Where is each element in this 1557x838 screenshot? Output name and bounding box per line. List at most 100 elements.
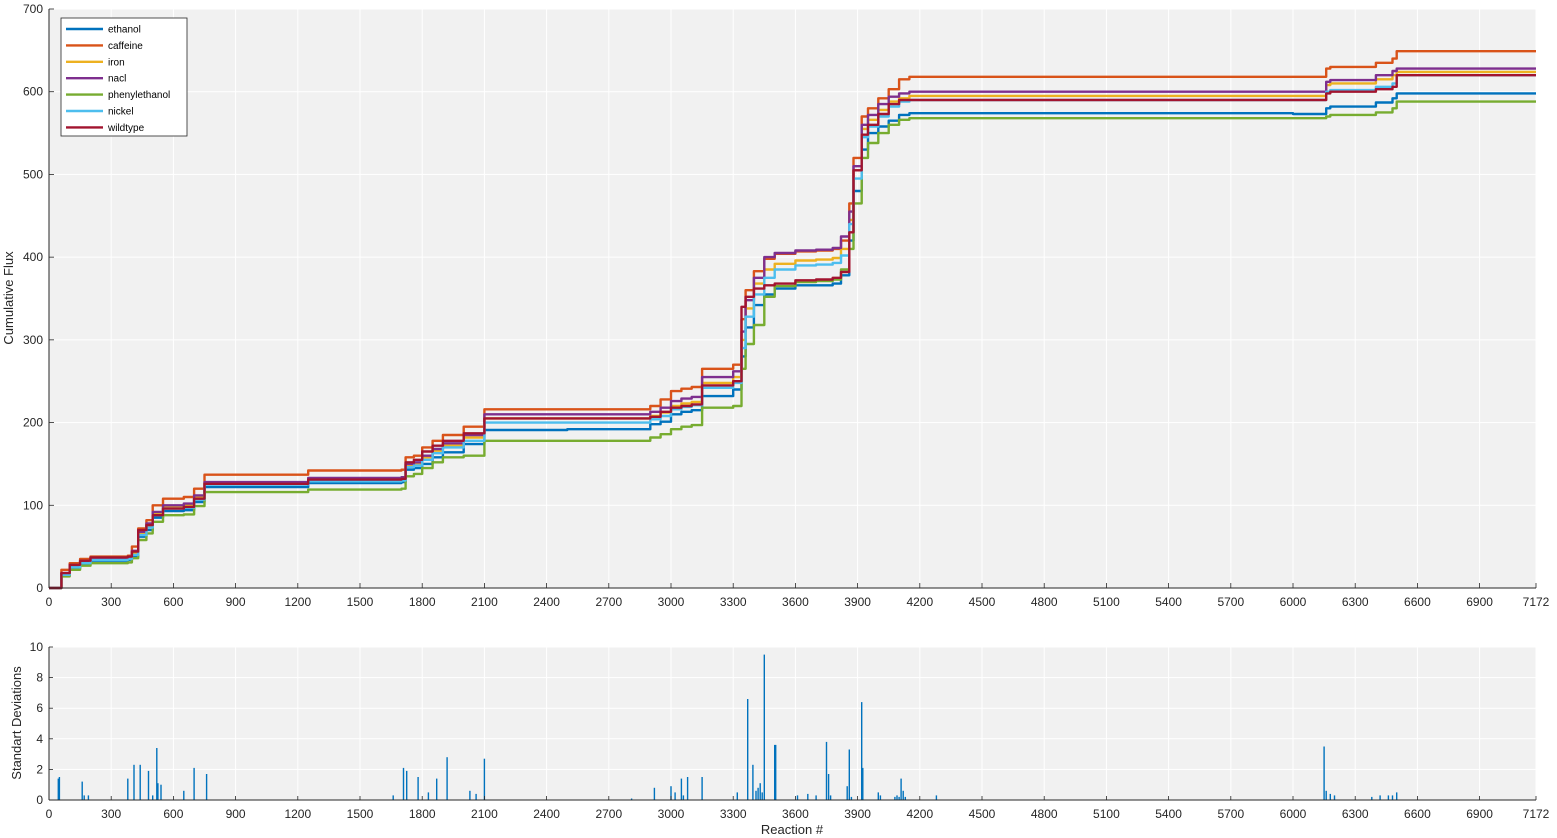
standard-deviation-ticks: 0 300 600 900 1200 1500 1800 2100 2400 2700 3000 33… [30,640,1550,821]
x-tick-label: 6300 [1342,807,1369,821]
std-dev-bar [1391,795,1394,800]
x-tick-label: 6000 [1280,595,1307,609]
std-dev-bar [829,795,832,800]
std-dev-bar [436,778,438,800]
x-tick-label: 5700 [1217,807,1244,821]
y-tick-label: 8 [36,671,43,685]
std-dev-bar [755,790,757,800]
std-dev-bar [902,790,904,800]
x-tick-label: 5100 [1093,807,1120,821]
x-tick-label: 6600 [1404,595,1431,609]
y-tick-label: 200 [23,416,43,430]
std-dev-bar [935,795,938,800]
std-dev-bar [701,777,703,800]
standard-deviation-x-label: Reaction # [761,822,824,837]
y-tick-label: 500 [23,167,43,181]
std-dev-bar [205,774,208,800]
std-dev-bar [674,792,676,800]
cumulative-flux-lines [49,50,1536,590]
std-dev-bar [894,796,896,800]
std-dev-bar [139,764,141,800]
std-dev-bar [193,767,195,800]
std-dev-bar [861,702,863,800]
x-tick-label: 900 [226,595,246,609]
x-tick-label: 7172 [1523,807,1550,821]
legend-label-iron: iron [108,57,125,68]
std-dev-bar [761,792,763,800]
legend-label-nacl: nacl [108,74,126,85]
x-tick-label: 4500 [969,595,996,609]
std-dev-bar [427,792,430,800]
x-tick-label: 6600 [1404,807,1431,821]
std-dev-bar [807,793,809,800]
std-dev-bar [127,778,129,800]
x-tick-label: 1800 [409,595,436,609]
std-dev-bar [183,790,185,800]
y-tick-label: 400 [23,250,43,264]
std-dev-bar [877,792,879,800]
std-dev-bar [774,744,776,800]
x-tick-label: 5400 [1155,595,1182,609]
x-tick-label: 6000 [1280,807,1307,821]
x-tick-label: 1200 [284,807,311,821]
std-dev-bar [759,783,761,800]
x-tick-label: 300 [101,595,121,609]
std-dev-bar [686,777,689,800]
std-dev-bar [757,787,759,800]
std-dev-bar [483,758,486,800]
series-line-wildtype [49,74,1536,590]
std-dev-bar [147,770,150,800]
x-tick-label: 900 [226,807,246,821]
standard-deviation-grid [49,646,1537,800]
y-tick-label: 600 [23,85,43,99]
x-tick-label: 1200 [284,595,311,609]
x-tick-label: 4200 [906,595,933,609]
std-dev-bar [392,795,394,800]
x-tick-label: 3300 [720,595,747,609]
std-dev-bar [653,787,656,800]
std-dev-bar [87,795,90,800]
legend-label-phenylethanol: phenylethanol [108,90,170,101]
x-tick-label: 3300 [720,807,747,821]
std-dev-bar [825,741,828,800]
std-dev-bar [83,795,85,800]
legend-label-wildtype: wildtype [107,123,145,134]
x-tick-label: 5400 [1155,807,1182,821]
x-tick-label: 7172 [1523,595,1550,609]
std-dev-bar [827,774,830,800]
x-tick-label: 4200 [906,807,933,821]
std-dev-bar [1371,796,1373,800]
standard-deviation-y-label: Standart Deviations [9,666,24,780]
x-tick-label: 6900 [1466,807,1493,821]
std-dev-bar [898,796,900,800]
std-dev-bar [796,795,799,800]
x-tick-label: 4800 [1031,807,1058,821]
x-tick-label: 2700 [595,595,622,609]
x-tick-label: 5100 [1093,595,1120,609]
std-dev-bar [1379,795,1381,800]
std-dev-bar [680,778,683,800]
standard-deviation-plot-area [49,647,1536,800]
y-tick-label: 2 [36,762,43,776]
y-tick-label: 700 [23,2,43,16]
std-dev-bar [58,777,61,800]
std-dev-bar [1387,795,1390,800]
x-tick-label: 1500 [347,595,374,609]
std-dev-bar [1323,746,1325,800]
series-line-caffeine [49,50,1536,590]
std-dev-bar [763,654,765,800]
std-dev-bar [475,793,477,800]
x-tick-label: 4500 [969,807,996,821]
y-tick-label: 4 [36,732,43,746]
std-dev-bar [156,748,158,800]
legend-label-nickel: nickel [108,107,134,118]
std-dev-bar [896,795,898,800]
std-dev-bar [879,795,882,800]
y-tick-label: 100 [23,498,43,512]
std-dev-bar [417,777,419,800]
x-tick-label: 6300 [1342,595,1369,609]
std-dev-bar [1333,795,1336,800]
legend: ethanol caffeine iron nacl phenylethanol nick… [60,17,188,137]
std-dev-bar [846,786,848,800]
x-tick-label: 600 [163,807,183,821]
